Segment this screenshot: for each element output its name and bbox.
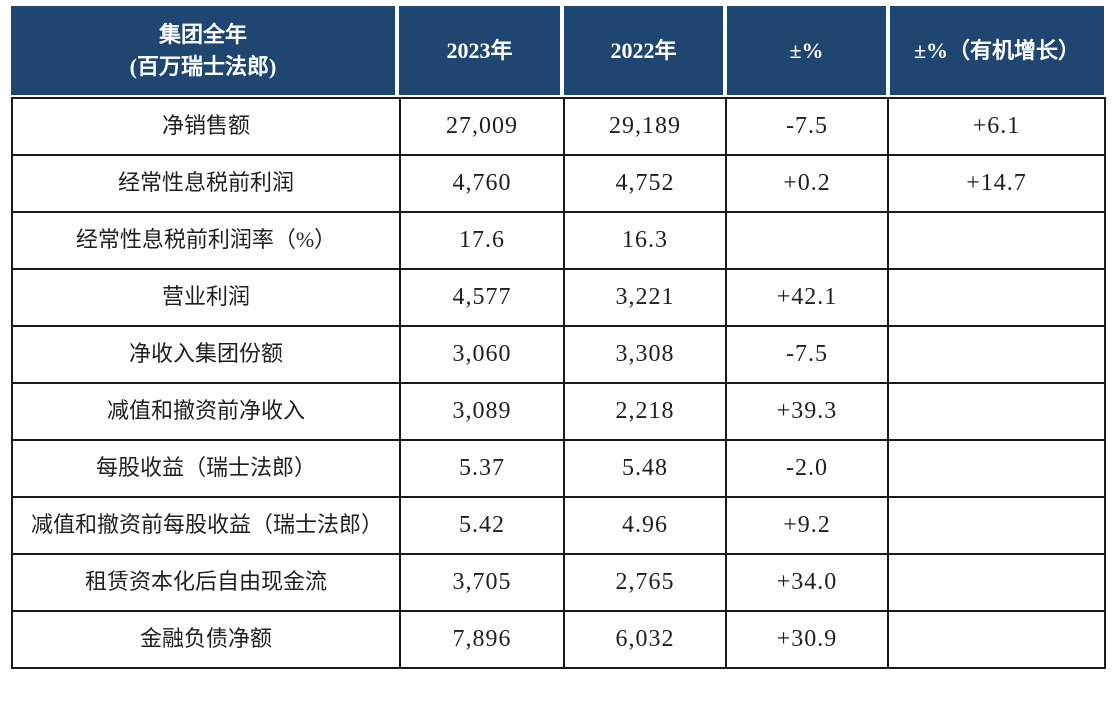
table-body: 净销售额 27,009 29,189 -7.5 +6.1 经常性息税前利润 4,… [11,97,1106,669]
value-2022: 6,032 [563,610,727,669]
pct-change: +34.0 [725,553,889,612]
pct-change: +39.3 [725,382,889,441]
table-header-row: 集团全年 (百万瑞士法郎) 2023年 2022年 ±% ±%（有机增长） [11,6,1104,95]
header-group-unit: (百万瑞士法郎) [129,53,277,79]
table-row: 经常性息税前利润率（%） 17.6 16.3 [11,211,1106,270]
table-row: 金融负债净额 7,896 6,032 +30.9 [11,610,1106,669]
header-year-2022: 2022年 [564,6,723,95]
pct-change: +9.2 [725,496,889,555]
value-2023: 27,009 [399,97,565,156]
value-2022: 3,308 [563,325,727,384]
header-year-2023: 2023年 [399,6,560,95]
value-2022: 4,752 [563,154,727,213]
organic-growth: +14.7 [887,154,1106,213]
table-row: 租赁资本化后自由现金流 3,705 2,765 +34.0 [11,553,1106,612]
value-2023: 7,896 [399,610,565,669]
table-row: 减值和撤资前净收入 3,089 2,218 +39.3 [11,382,1106,441]
value-2023: 3,705 [399,553,565,612]
table-row: 经常性息税前利润 4,760 4,752 +0.2 +14.7 [11,154,1106,213]
metric-label: 租赁资本化后自由现金流 [11,553,401,612]
header-pct-change: ±% [727,6,886,95]
metric-label: 营业利润 [11,268,401,327]
header-group-metric: 集团全年 (百万瑞士法郎) [11,6,395,95]
table-row: 净收入集团份额 3,060 3,308 -7.5 [11,325,1106,384]
pct-change: +30.9 [725,610,889,669]
organic-growth [887,268,1106,327]
value-2023: 3,060 [399,325,565,384]
pct-change: -7.5 [725,97,889,156]
organic-growth [887,325,1106,384]
metric-label: 经常性息税前利润率（%） [11,211,401,270]
metric-label: 金融负债净额 [11,610,401,669]
pct-change [725,211,889,270]
metric-label: 减值和撤资前每股收益（瑞士法郎） [11,496,401,555]
value-2022: 2,765 [563,553,727,612]
organic-growth [887,610,1106,669]
pct-change: +42.1 [725,268,889,327]
value-2022: 2,218 [563,382,727,441]
financial-table: 集团全年 (百万瑞士法郎) 2023年 2022年 ±% ±%（有机增长） 净销… [11,6,1106,669]
value-2023: 17.6 [399,211,565,270]
table-row: 净销售额 27,009 29,189 -7.5 +6.1 [11,97,1106,156]
value-2022: 3,221 [563,268,727,327]
value-2023: 3,089 [399,382,565,441]
organic-growth [887,439,1106,498]
metric-label: 每股收益（瑞士法郎） [11,439,401,498]
value-2023: 5.42 [399,496,565,555]
table-row: 每股收益（瑞士法郎） 5.37 5.48 -2.0 [11,439,1106,498]
organic-growth [887,553,1106,612]
metric-label: 净收入集团份额 [11,325,401,384]
table-row: 营业利润 4,577 3,221 +42.1 [11,268,1106,327]
metric-label: 净销售额 [11,97,401,156]
header-organic-growth: ±%（有机增长） [890,6,1104,95]
value-2022: 4.96 [563,496,727,555]
pct-change: -7.5 [725,325,889,384]
value-2022: 5.48 [563,439,727,498]
value-2023: 4,760 [399,154,565,213]
value-2023: 4,577 [399,268,565,327]
table-data-grid: 净销售额 27,009 29,189 -7.5 +6.1 经常性息税前利润 4,… [11,97,1106,669]
organic-growth: +6.1 [887,97,1106,156]
organic-growth [887,211,1106,270]
organic-growth [887,496,1106,555]
pct-change: -2.0 [725,439,889,498]
value-2023: 5.37 [399,439,565,498]
metric-label: 经常性息税前利润 [11,154,401,213]
value-2022: 16.3 [563,211,727,270]
header-group-title: 集团全年 [158,21,247,47]
pct-change: +0.2 [725,154,889,213]
value-2022: 29,189 [563,97,727,156]
metric-label: 减值和撤资前净收入 [11,382,401,441]
table-row: 减值和撤资前每股收益（瑞士法郎） 5.42 4.96 +9.2 [11,496,1106,555]
organic-growth [887,382,1106,441]
